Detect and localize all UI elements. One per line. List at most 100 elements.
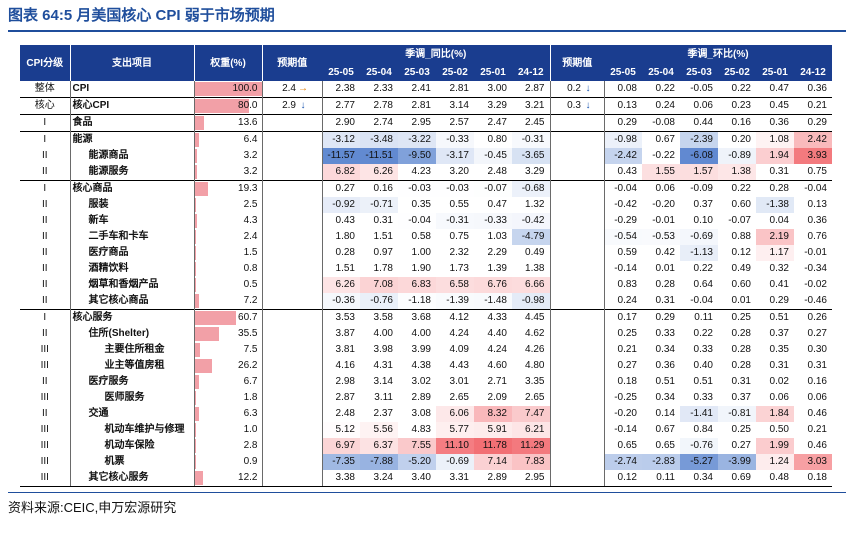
mom-cell: 0.65 (603, 438, 642, 454)
yoy-cell: 2.81 (398, 97, 436, 115)
yoy-cell: 4.09 (436, 342, 474, 358)
header-mom-expected: 预期值 (549, 45, 604, 81)
weight-bar (195, 246, 196, 260)
weight-bar (195, 343, 200, 357)
yoy-cell: 6.66 (512, 277, 550, 293)
mom-cell: 0.29 (642, 309, 680, 326)
mom-cell: 0.64 (680, 277, 718, 293)
row-mom-expected (549, 358, 604, 374)
yoy-cell: 2.95 (398, 114, 436, 132)
mom-cell: 0.48 (756, 470, 794, 487)
table-row: III 主要住所租金 7.5 3.81 3.98 3.99 4.09 4.24 4.26 0.21… (20, 342, 832, 358)
row-mom-expected (549, 277, 604, 293)
yoy-cell: 4.24 (474, 342, 512, 358)
mom-cell: 0.16 (794, 374, 832, 390)
mom-cell: 1.94 (756, 148, 794, 164)
mom-cell: 0.23 (718, 97, 756, 115)
table-row: II 能源商品 3.2 -11.57 -11.51 -9.50 -3.17 -0.45 -3.6… (20, 148, 832, 164)
row-weight: 19.3 (193, 180, 262, 197)
weight-value: 13.6 (238, 117, 258, 128)
yoy-cell: 2.95 (512, 470, 550, 487)
mom-cell: 0.27 (718, 438, 756, 454)
yoy-cell: 3.29 (512, 164, 550, 181)
yoy-cell: 2.33 (360, 81, 398, 98)
row-weight: 0.5 (193, 277, 262, 293)
mom-cell: 0.06 (680, 97, 718, 115)
yoy-cell: -3.22 (398, 131, 436, 148)
row-yoy-expected (261, 422, 322, 438)
row-level: III (40, 456, 49, 467)
yoy-cell: -11.51 (360, 148, 398, 164)
yoy-cell: -0.71 (360, 197, 398, 213)
mom-cell: 0.27 (603, 358, 642, 374)
weight-value: 2.4 (243, 231, 258, 242)
weight-value: 7.2 (243, 295, 258, 306)
arrow-down-icon: ↓ (585, 100, 591, 111)
row-level: II (41, 199, 48, 210)
mom-cell: 0.27 (794, 326, 832, 342)
yoy-cell: 3.58 (360, 309, 398, 326)
table-row: II 服装 2.5 -0.92 -0.71 0.35 0.55 0.47 1.32 -0.42 -0… (20, 197, 832, 213)
mom-cell: 0.30 (794, 342, 832, 358)
weight-bar (195, 149, 197, 163)
table-row: II 新车 4.3 0.43 0.31 -0.04 -0.31 -0.33 -0.42 -0.29… (20, 213, 832, 229)
row-level: II (41, 279, 48, 290)
yoy-cell: 3.14 (436, 97, 474, 115)
yoy-cell: 3.81 (321, 342, 360, 358)
yoy-cell: 4.24 (436, 326, 474, 342)
yoy-cell: 4.26 (512, 342, 550, 358)
header-item: 支出项目 (69, 45, 194, 81)
mom-cell: -0.22 (642, 148, 680, 164)
yoy-cell: 0.97 (360, 245, 398, 261)
mom-cell: 0.02 (756, 374, 794, 390)
mom-cell: -0.04 (680, 293, 718, 310)
mom-cell: 0.84 (680, 422, 718, 438)
yoy-cell: 2.32 (436, 245, 474, 261)
yoy-cell: 2.89 (398, 390, 436, 406)
mom-cell: 0.59 (603, 245, 642, 261)
table-row: I 核心服务 60.7 3.53 3.58 3.68 4.12 4.33 4.45 0.17 0.2… (20, 309, 832, 326)
mom-cell: 0.37 (756, 326, 794, 342)
mom-cell: 1.84 (756, 406, 794, 422)
yoy-cell: 3.29 (474, 97, 512, 115)
mom-cell: 0.83 (603, 277, 642, 293)
mom-cell: 0.76 (794, 229, 832, 245)
yoy-cell: -0.03 (398, 180, 436, 197)
mom-cell: 0.34 (642, 342, 680, 358)
mom-cell: -5.27 (680, 454, 718, 470)
figure-title: 图表 64:5 月美国核心 CPI 弱于市场预期 (8, 7, 275, 24)
row-mom-expected (549, 342, 604, 358)
yoy-cell: 2.29 (474, 245, 512, 261)
weight-bar (195, 294, 200, 308)
weight-value: 60.7 (238, 312, 258, 323)
mom-cell: -0.08 (642, 114, 680, 132)
yoy-cell: -0.98 (512, 293, 550, 310)
yoy-cell: 1.39 (474, 261, 512, 277)
row-yoy-expected (261, 261, 322, 277)
expected-value: 2.4 (282, 83, 296, 94)
row-mom-expected (549, 180, 604, 197)
yoy-cell: 4.62 (512, 326, 550, 342)
table-row: III 机票 0.9 -7.35 -7.88 -5.20 -0.69 7.14 7.83 -2.7… (20, 454, 832, 470)
yoy-cell: 1.73 (436, 261, 474, 277)
row-weight: 6.7 (193, 374, 262, 390)
mom-cell: 0.06 (756, 390, 794, 406)
weight-bar (195, 327, 219, 341)
yoy-cell: 0.31 (360, 213, 398, 229)
yoy-cell: 4.40 (474, 326, 512, 342)
header-period: 24-12 (794, 64, 832, 81)
yoy-cell: -1.18 (398, 293, 436, 310)
yoy-cell: 8.32 (474, 406, 512, 422)
row-yoy-expected (261, 438, 322, 454)
mom-cell: 0.75 (794, 164, 832, 181)
mom-cell: 0.32 (756, 261, 794, 277)
row-yoy-expected (261, 358, 322, 374)
row-mom-expected (549, 131, 604, 148)
row-level: II (41, 247, 48, 258)
table-row: II 二手车和卡车 2.4 1.80 1.51 0.58 0.75 1.03 -4.79 -0.5… (20, 229, 832, 245)
mom-cell: 0.26 (794, 309, 832, 326)
yoy-cell: 2.41 (398, 81, 436, 98)
table-row: II 烟草和香烟产品 0.5 6.26 7.08 6.83 6.58 6.76 6.66 0.83… (20, 277, 832, 293)
yoy-cell: -0.68 (512, 180, 550, 197)
yoy-cell: 6.82 (321, 164, 360, 181)
